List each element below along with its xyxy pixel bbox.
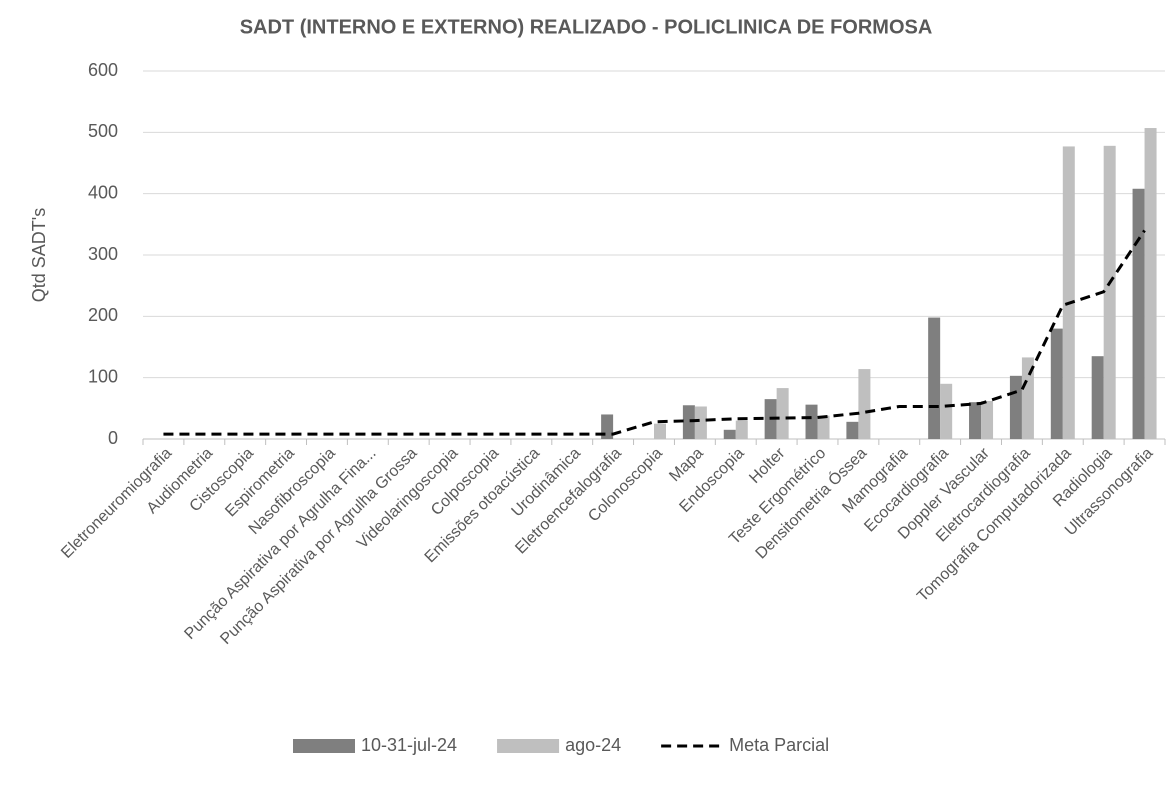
bar xyxy=(846,421,859,439)
bar xyxy=(858,369,871,439)
bar xyxy=(1009,375,1022,439)
bar xyxy=(1091,356,1104,439)
bar xyxy=(817,415,830,439)
y-tick-label: 300 xyxy=(88,244,118,264)
y-tick-label: 600 xyxy=(88,60,118,80)
legend-label: 10-31-jul-24 xyxy=(361,735,457,755)
y-axis-label: Qtd SADT's xyxy=(29,208,49,302)
chart-title: SADT (INTERNO E EXTERNO) REALIZADO - POL… xyxy=(240,16,933,38)
bar xyxy=(694,406,707,439)
bar xyxy=(1103,145,1116,439)
bar xyxy=(969,402,982,439)
legend-label: Meta Parcial xyxy=(729,735,829,755)
legend-swatch xyxy=(293,739,355,753)
bar xyxy=(1021,357,1034,439)
x-tick-label: Punção Aspirativa por Agrulha Fina... xyxy=(181,445,379,643)
y-tick-label: 200 xyxy=(88,305,118,325)
y-tick-label: 400 xyxy=(88,182,118,202)
legend-label: ago-24 xyxy=(565,735,621,755)
bar xyxy=(1050,328,1063,439)
legend-swatch xyxy=(497,739,560,753)
bar xyxy=(940,383,953,439)
bar xyxy=(981,400,994,439)
bar xyxy=(1062,146,1075,439)
bar xyxy=(1144,128,1157,440)
bar xyxy=(723,429,736,439)
line-series xyxy=(163,229,1146,436)
bar xyxy=(735,420,748,439)
y-tick-label: 100 xyxy=(88,366,118,386)
y-tick-label: 0 xyxy=(108,428,118,448)
x-tick-label: Colonoscopia xyxy=(585,445,666,526)
bar xyxy=(1132,188,1145,439)
bar xyxy=(654,423,666,439)
bar xyxy=(776,388,789,439)
bar xyxy=(805,404,818,439)
bar xyxy=(682,405,695,439)
bar xyxy=(928,317,941,439)
y-tick-label: 500 xyxy=(88,121,118,141)
